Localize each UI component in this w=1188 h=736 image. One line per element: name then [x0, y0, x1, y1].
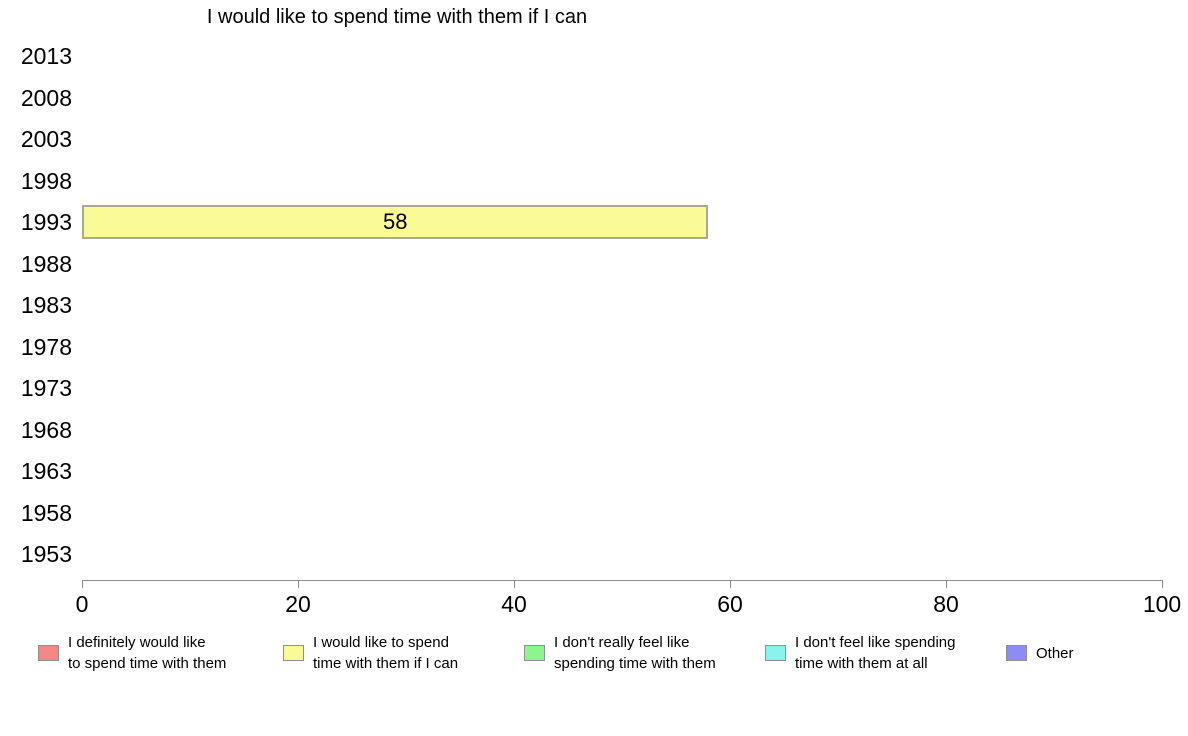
legend-item-2[interactable]: I don't really feel like spending time wi…	[524, 629, 716, 677]
y-axis-label-1968: 1968	[20, 416, 72, 443]
y-axis-label-1998: 1998	[20, 167, 72, 194]
legend-label: I don't feel like spending time with them…	[795, 634, 956, 672]
legend-swatch-icon	[765, 645, 786, 661]
legend-label: I definitely would like to spend time wit…	[68, 634, 227, 672]
x-axis-tick-label-60: 60	[717, 591, 743, 617]
x-axis-tick-label-0: 0	[75, 591, 89, 617]
legend-swatch-icon	[1006, 645, 1027, 661]
legend-label: Other	[1036, 644, 1074, 662]
x-axis-tick-20	[298, 580, 299, 588]
x-axis-tick-40	[514, 580, 515, 588]
x-axis-tick-80	[946, 580, 947, 588]
y-axis-label-2008: 2008	[20, 84, 72, 111]
legend-item-0[interactable]: I definitely would like to spend time wit…	[38, 629, 226, 677]
legend-swatch-icon	[283, 645, 304, 661]
y-axis-label-1983: 1983	[20, 292, 72, 318]
y-axis-label-1988: 1988	[20, 250, 72, 277]
bar-1993[interactable]: 58	[82, 205, 709, 239]
y-axis-label-2003: 2003	[20, 126, 72, 152]
legend-swatch-icon	[38, 645, 59, 661]
y-axis-label-1973: 1973	[20, 375, 72, 401]
legend-item-4[interactable]: Other	[1006, 629, 1074, 677]
x-axis-tick-0	[82, 580, 83, 588]
y-axis-label-1978: 1978	[20, 333, 72, 360]
x-axis-tick-label-40: 40	[501, 591, 527, 617]
x-axis-tick-label-80: 80	[933, 591, 959, 617]
x-axis-tick-100	[1162, 580, 1163, 588]
legend-label: I would like to spend time with them if I…	[313, 634, 459, 672]
bar-value-label: 58	[382, 209, 408, 234]
y-axis-label-1953: 1953	[20, 541, 72, 567]
legend-swatch-icon	[524, 645, 545, 661]
y-axis-label-1963: 1963	[20, 458, 72, 484]
legend-item-1[interactable]: I would like to spend time with them if I…	[283, 629, 458, 677]
legend-label: I don't really feel like spending time wi…	[554, 634, 716, 672]
y-axis-label-1958: 1958	[20, 499, 72, 526]
x-axis-tick-label-100: 100	[1142, 591, 1182, 617]
y-axis-label-2013: 2013	[20, 43, 72, 69]
x-axis-tick-60	[730, 580, 731, 588]
chart-title: I would like to spend time with them if …	[206, 6, 588, 28]
x-axis-tick-label-20: 20	[285, 591, 311, 617]
y-axis-label-1993: 1993	[20, 209, 72, 235]
x-axis-line	[82, 580, 1163, 581]
legend-item-3[interactable]: I don't feel like spending time with them…	[765, 629, 955, 677]
